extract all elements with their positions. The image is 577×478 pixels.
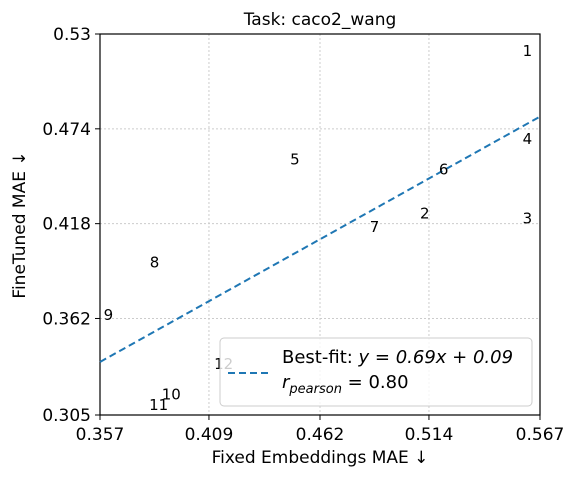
chart-title: Task: caco2_wang — [243, 10, 397, 30]
legend: Best-fit: y = 0.69x + 0.09 rpearson = 0.… — [219, 337, 533, 407]
x-tick-label: 0.567 — [516, 425, 565, 445]
legend-fit-equation: y = 0.69x + 0.09 — [358, 347, 514, 368]
x-axis-label: Fixed Embeddings MAE ↓ — [212, 448, 429, 468]
legend-r-value: = 0.80 — [342, 372, 409, 393]
point-label-2: 2 — [420, 204, 430, 222]
x-axis: 0.357 0.409 0.462 0.514 0.567 — [76, 415, 565, 445]
point-label-10: 10 — [162, 386, 181, 404]
legend-r-subscript: pearson — [288, 382, 342, 397]
y-tick-label: 0.474 — [42, 120, 91, 140]
y-axis-label: FineTuned MAE ↓ — [10, 151, 30, 298]
legend-r-entry: rpearson = 0.80 — [282, 372, 409, 397]
point-label-7: 7 — [370, 218, 380, 236]
point-label-9: 9 — [104, 306, 114, 324]
x-tick-label: 0.462 — [296, 425, 345, 445]
y-tick-label: 0.53 — [53, 25, 91, 45]
legend-fit-entry: Best-fit: y = 0.69x + 0.09 — [282, 347, 513, 368]
point-label-5: 5 — [290, 150, 300, 168]
y-tick-label: 0.418 — [42, 215, 91, 235]
point-label-11: 11 — [149, 396, 168, 414]
point-label-1: 1 — [523, 42, 533, 60]
y-tick-label: 0.362 — [42, 309, 91, 329]
x-tick-label: 0.357 — [76, 425, 125, 445]
point-label-3: 3 — [523, 210, 533, 228]
legend-r-symbol: r — [282, 372, 291, 393]
point-label-8: 8 — [150, 254, 160, 272]
point-label-4: 4 — [523, 130, 533, 148]
legend-fit-prefix: Best-fit: — [282, 347, 359, 368]
y-tick-label: 0.305 — [42, 406, 91, 426]
x-tick-label: 0.409 — [185, 425, 234, 445]
point-label-6: 6 — [439, 160, 449, 178]
legend-box — [219, 337, 533, 407]
x-tick-label: 0.514 — [405, 425, 454, 445]
best-fit-line — [99, 115, 541, 363]
y-axis: 0.305 0.362 0.418 0.474 0.53 — [42, 25, 100, 426]
